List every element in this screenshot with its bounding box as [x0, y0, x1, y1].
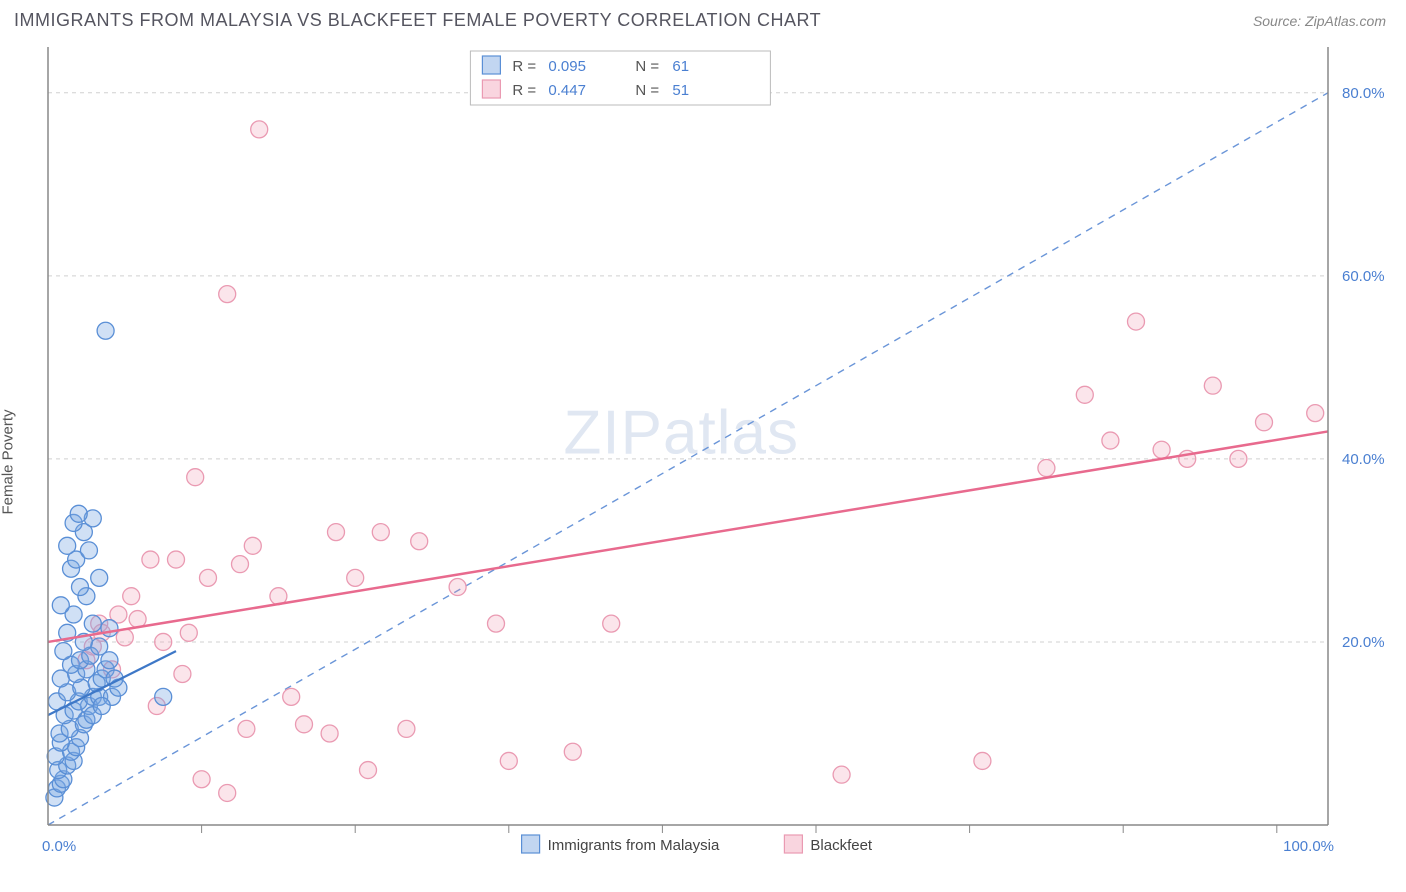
data-point — [488, 615, 505, 632]
data-point — [101, 652, 118, 669]
y-tick-label: 60.0% — [1342, 268, 1385, 285]
legend-r-value: 0.095 — [548, 58, 586, 75]
data-point — [500, 752, 517, 769]
data-point — [411, 533, 428, 550]
data-point — [52, 597, 69, 614]
y-tick-label: 20.0% — [1342, 634, 1385, 651]
source-label: Source: ZipAtlas.com — [1253, 13, 1386, 29]
data-point — [219, 286, 236, 303]
legend-series-label: Immigrants from Malaysia — [548, 837, 720, 854]
data-point — [360, 762, 377, 779]
legend-swatch — [522, 835, 540, 853]
data-point — [97, 322, 114, 339]
data-point — [398, 720, 415, 737]
data-point — [1102, 432, 1119, 449]
data-point — [193, 771, 210, 788]
y-axis-label: Female Poverty — [0, 409, 17, 514]
legend-series-label: Blackfeet — [810, 837, 873, 854]
legend-r-label: R = — [512, 58, 536, 75]
legend-r-value: 0.447 — [548, 82, 586, 99]
data-point — [449, 579, 466, 596]
legend-r-label: R = — [512, 82, 536, 99]
data-point — [603, 615, 620, 632]
data-point — [187, 469, 204, 486]
data-point — [347, 569, 364, 586]
y-tick-label: 80.0% — [1342, 85, 1385, 102]
watermark: atlas — [663, 399, 799, 468]
data-point — [101, 620, 118, 637]
data-point — [1128, 313, 1145, 330]
data-point — [70, 505, 87, 522]
data-point — [1204, 377, 1221, 394]
x-tick-label: 100.0% — [1283, 838, 1334, 855]
data-point — [1153, 441, 1170, 458]
data-point — [219, 784, 236, 801]
watermark: ZIP — [564, 399, 663, 468]
source-prefix: Source: — [1253, 13, 1305, 29]
data-point — [238, 720, 255, 737]
data-point — [1076, 386, 1093, 403]
legend-swatch — [482, 56, 500, 74]
data-point — [72, 579, 89, 596]
data-point — [155, 633, 172, 650]
data-point — [833, 766, 850, 783]
data-point — [974, 752, 991, 769]
data-point — [174, 665, 191, 682]
legend-swatch — [482, 80, 500, 98]
data-point — [59, 537, 76, 554]
data-point — [1256, 414, 1273, 431]
data-point — [296, 716, 313, 733]
data-point — [180, 624, 197, 641]
data-point — [55, 643, 72, 660]
data-point — [1230, 450, 1247, 467]
data-point — [123, 588, 140, 605]
data-point — [93, 698, 110, 715]
y-tick-label: 40.0% — [1342, 451, 1385, 468]
title-bar: IMMIGRANTS FROM MALAYSIA VS BLACKFEET FE… — [0, 0, 1406, 37]
data-point — [232, 556, 249, 573]
scatter-chart: 20.0% 40.0% 60.0% 80.0% ZIPatlas 0.0% 100.0% R … — [0, 37, 1406, 887]
data-point — [155, 688, 172, 705]
data-point — [1038, 460, 1055, 477]
source-name: ZipAtlas.com — [1305, 13, 1386, 29]
legend-n-label: N = — [635, 82, 659, 99]
legend-n-value: 61 — [672, 58, 689, 75]
data-point — [321, 725, 338, 742]
data-point — [564, 743, 581, 760]
legend-swatch — [784, 835, 802, 853]
data-point — [200, 569, 217, 586]
data-point — [168, 551, 185, 568]
chart-area: Female Poverty 20.0% 40.0% 60.0% 80.0% ZIPat… — [0, 37, 1406, 887]
x-tick-label: 0.0% — [42, 838, 76, 855]
legend-n-label: N = — [635, 58, 659, 75]
legend-n-value: 51 — [672, 82, 689, 99]
data-point — [84, 615, 101, 632]
data-point — [91, 569, 108, 586]
data-point — [80, 542, 97, 559]
data-point — [251, 121, 268, 138]
data-point — [142, 551, 159, 568]
data-point — [328, 524, 345, 541]
data-point — [372, 524, 389, 541]
data-point — [1307, 405, 1324, 422]
data-point — [244, 537, 261, 554]
data-point — [283, 688, 300, 705]
chart-title: IMMIGRANTS FROM MALAYSIA VS BLACKFEET FE… — [14, 10, 821, 31]
